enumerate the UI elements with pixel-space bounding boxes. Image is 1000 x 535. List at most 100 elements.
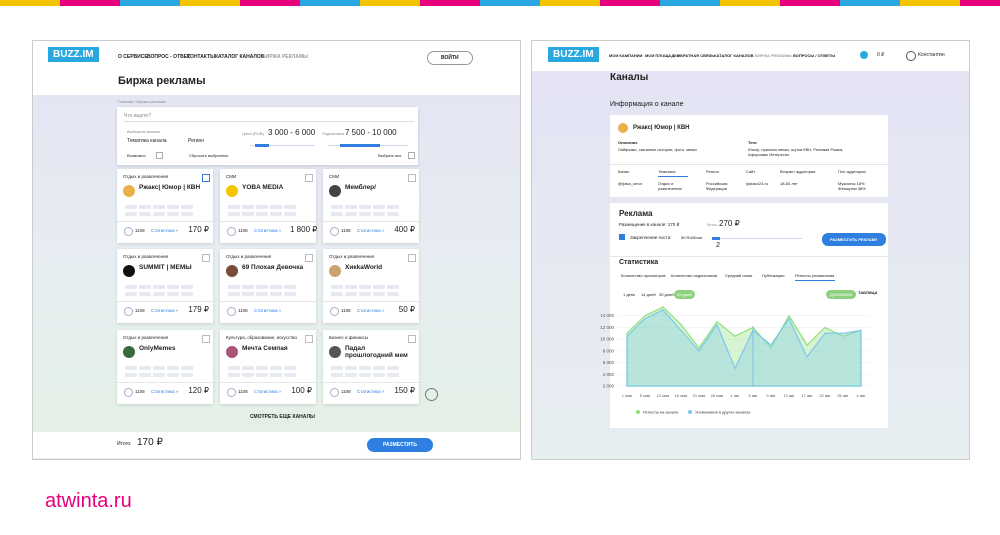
y-tick-label: 2 000 <box>603 384 615 389</box>
checkbox[interactable] <box>408 174 416 182</box>
slider[interactable] <box>250 145 315 146</box>
channel-name: ХикkaWorld <box>345 264 383 271</box>
nav-link[interactable]: ВОПРОСЫ / ОТВЕТЫ <box>793 53 836 58</box>
period-button[interactable]: 30 дней <box>659 292 674 297</box>
range-value: 3 000 - 6 000 <box>268 128 316 137</box>
tag <box>270 292 282 296</box>
checkbox[interactable] <box>305 174 313 182</box>
nav-link[interactable]: БИРЖА РЕКЛАМЫ <box>755 53 792 58</box>
nav-link[interactable]: ВОПРОС - ОТВЕТ <box>147 54 191 60</box>
select[interactable]: Тематика канала <box>127 138 167 144</box>
tab[interactable]: Количество подписчиков <box>671 273 718 278</box>
place-button[interactable]: РАЗМЕСТИТЬ РЕКЛАМУ <box>822 233 886 246</box>
checkbox[interactable] <box>408 152 415 159</box>
y-tick-label: 8 000 <box>603 348 615 353</box>
checkbox[interactable] <box>408 254 416 262</box>
filter-card <box>117 107 418 165</box>
label: Описание <box>618 140 638 145</box>
color-stripe <box>0 0 1000 6</box>
tag <box>270 205 282 209</box>
channel-name: SUMMIT | MEMЫ <box>139 264 192 271</box>
checkbox-label[interactable]: Выбрать все <box>378 153 402 158</box>
period-button[interactable]: 90 дней <box>674 290 695 299</box>
nav-link[interactable]: КАТАЛОГ КАНАЛОВ <box>714 53 754 58</box>
channel-name: YOBA MEDIA <box>242 184 284 191</box>
tag <box>181 292 193 296</box>
search-input[interactable]: Что ищете? <box>124 113 151 119</box>
checkbox[interactable] <box>305 335 313 343</box>
tag <box>387 366 399 370</box>
card-category: Отдых и развлечения <box>123 254 169 259</box>
tab[interactable]: Средний охват <box>725 273 753 278</box>
checkbox[interactable] <box>202 254 210 262</box>
price: 1 800 ₽ <box>290 225 318 234</box>
nav-link[interactable]: КАТАЛОГ КАНАЛОВ <box>215 54 265 60</box>
nav-link[interactable]: БИРЖА РЕКЛАМЫ <box>262 54 308 60</box>
divider <box>117 221 213 222</box>
tag <box>242 292 254 296</box>
price: 50 ₽ <box>398 305 415 314</box>
total: 270 ₽ <box>719 219 740 228</box>
subscribers: 1108 <box>135 389 145 394</box>
select[interactable]: Регион <box>188 138 205 144</box>
stats-link[interactable]: Статистика » <box>151 308 179 313</box>
stats-link[interactable]: Статистика » <box>357 228 385 233</box>
label: Выберите каналы <box>127 129 161 134</box>
avatar <box>226 185 238 197</box>
user-name[interactable]: Константин <box>918 52 945 58</box>
stats-link[interactable]: Статистика » <box>151 389 179 394</box>
tag <box>228 205 240 209</box>
stats-link[interactable]: Статистика » <box>254 228 282 233</box>
description: Лайфхаки, смешные истории, фото, мемы <box>618 147 697 152</box>
tag <box>270 366 282 370</box>
divider <box>124 121 414 122</box>
stats-link[interactable]: Статистика » <box>357 389 385 394</box>
checkbox[interactable] <box>408 335 416 343</box>
checkbox[interactable] <box>156 152 163 159</box>
avatar <box>226 346 238 358</box>
nav-link[interactable]: МОИ ПЛОЩАДКИ <box>645 53 680 58</box>
icon <box>227 307 236 316</box>
tab[interactable]: Количество просмотров <box>621 273 666 278</box>
nav-link[interactable]: МОИ КАМПАНИИ <box>609 53 643 58</box>
checkbox[interactable] <box>305 254 313 262</box>
checkbox[interactable] <box>202 335 210 343</box>
more-link[interactable]: СМОТРЕТЬ ЕЩЕ КАНАЛЫ <box>250 414 315 420</box>
scroll-top-button[interactable] <box>425 388 438 401</box>
section-title: Информация о канале <box>610 101 684 108</box>
reset-link[interactable]: Сбросить выбранное <box>189 153 229 158</box>
tab[interactable]: Репосты упоминания <box>795 273 835 278</box>
logo[interactable]: BUZZ.IM <box>548 47 599 62</box>
stats-link[interactable]: Статистика » <box>254 308 282 313</box>
checkbox[interactable] <box>619 234 625 240</box>
checkbox-label[interactable]: Возможно <box>127 153 146 158</box>
stats-link[interactable]: Статистика » <box>151 228 179 233</box>
nav-link[interactable]: КОНТАКТЫ <box>187 54 216 60</box>
nav-link[interactable]: О СЕРВИСЕ <box>118 54 148 60</box>
period-button[interactable]: 14 дней <box>641 292 656 297</box>
divider <box>323 301 419 302</box>
submit-button[interactable]: РАЗМЕСТИТЬ <box>367 438 433 452</box>
login-button[interactable]: ВОЙТИ <box>427 51 473 65</box>
card-category: Отдых и развлечения <box>123 335 169 340</box>
view-toggle[interactable]: ТАБЛИЦА <box>858 290 878 295</box>
tag <box>125 205 137 209</box>
slider[interactable] <box>712 238 802 239</box>
stats-link[interactable]: Статистика » <box>254 389 282 394</box>
nav-link[interactable]: ОБРАТНАЯ СВЯЗЬ <box>677 53 715 58</box>
avatar <box>329 346 341 358</box>
card-category: Отдых и развлечения <box>123 174 169 179</box>
area <box>626 309 862 387</box>
tag <box>167 285 179 289</box>
checkbox[interactable] <box>202 174 210 182</box>
logo[interactable]: BUZZ.IM <box>48 47 99 62</box>
tag <box>125 212 137 216</box>
twitter-icon[interactable] <box>860 51 868 59</box>
legend-label: Упоминания в других каналах <box>695 410 751 415</box>
tag <box>331 205 343 209</box>
tab[interactable]: Публикации <box>762 273 785 278</box>
y-tick-label: 4 000 <box>603 372 615 377</box>
view-toggle[interactable]: ДИНАМИКА <box>826 290 857 299</box>
stats-link[interactable]: Статистика » <box>357 308 385 313</box>
period-button[interactable]: 1 день <box>623 292 636 297</box>
